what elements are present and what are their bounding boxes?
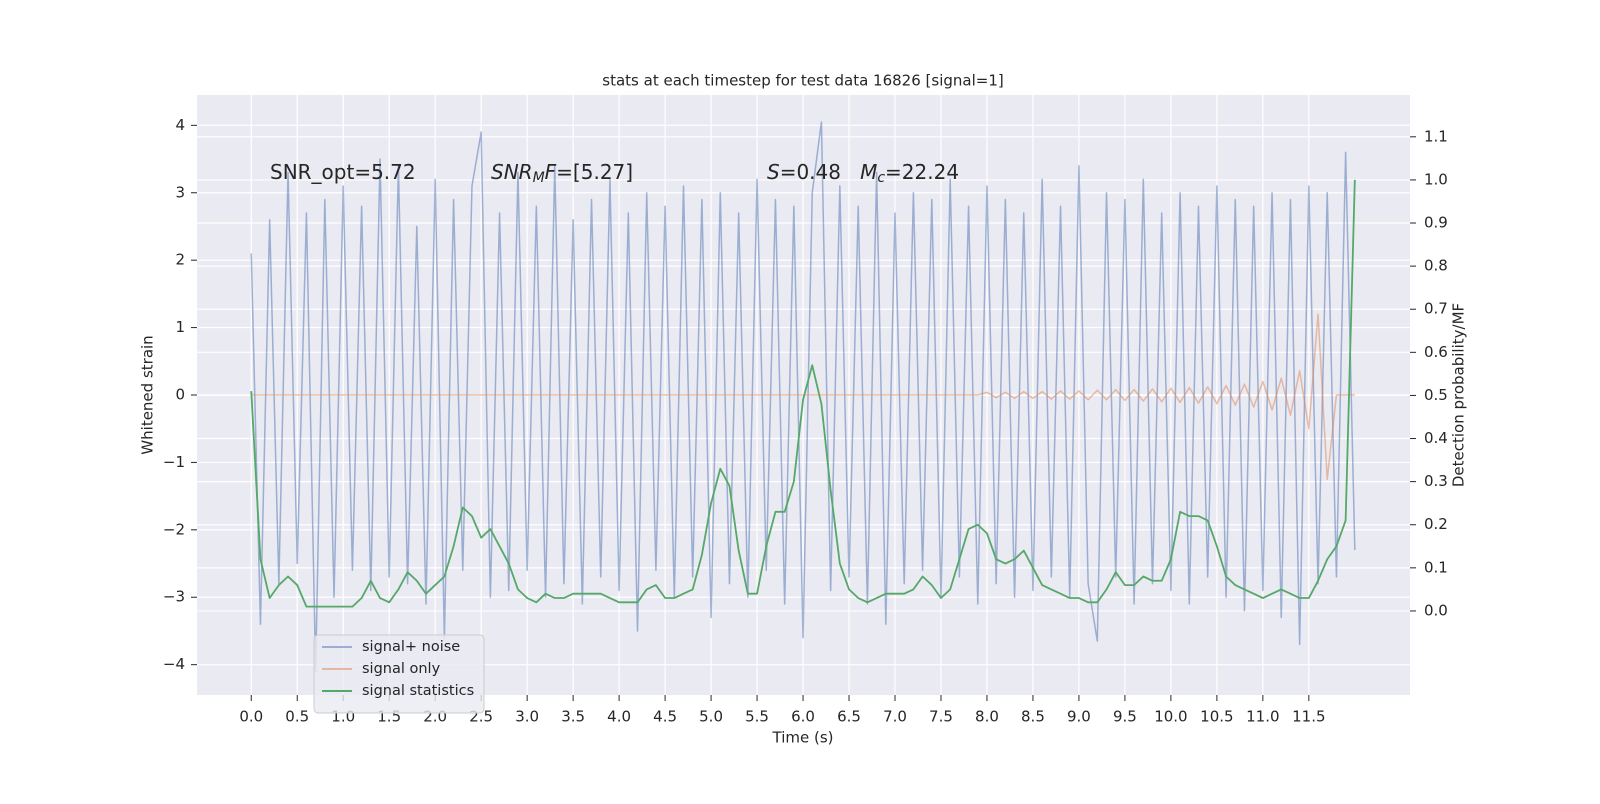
- x-tick-label: 9.5: [1113, 708, 1137, 726]
- x-axis-label: Time (s): [772, 729, 834, 747]
- y2-tick-label: 0.6: [1424, 343, 1448, 361]
- y2-tick-label: 0.9: [1424, 214, 1448, 232]
- series-line: [250, 121, 1356, 673]
- annotation: SNR_opt=5.72: [270, 160, 416, 184]
- x-tick-label: 7.0: [883, 708, 907, 726]
- x-tick-label: 4.5: [653, 708, 677, 726]
- x-tick-label: 10.0: [1154, 708, 1187, 726]
- annotation-part: M: [533, 170, 545, 186]
- annotation-part: S: [767, 160, 780, 184]
- y-tick-label: −3: [163, 588, 185, 606]
- annotation-part: SNR: [491, 160, 533, 184]
- y2-tick-label: 0.5: [1424, 386, 1448, 404]
- series-line: [251, 313, 1355, 481]
- lines: [250, 121, 1356, 673]
- y2-tick-label: 0.0: [1424, 601, 1448, 619]
- y-axis-label: Whitened strain: [139, 335, 157, 454]
- x-tick-label: 3.5: [561, 708, 585, 726]
- y-tick-label: 3: [175, 183, 185, 201]
- annotation-part: c: [877, 170, 885, 186]
- y2-tick-label: 0.2: [1424, 515, 1448, 533]
- x-tick-label: 0.5: [285, 708, 309, 726]
- y-tick-label: 2: [175, 251, 185, 269]
- annotation-part: F: [545, 160, 557, 184]
- annotation-part: M: [860, 160, 877, 184]
- annotations: SNR_opt=5.72 SNRMF=[5.27] S=0.48 Mc=22.24: [270, 160, 959, 187]
- y-tick-label: −1: [163, 453, 185, 471]
- y2-tick-label: 0.7: [1424, 300, 1448, 318]
- x-tick-label: 11.5: [1292, 708, 1325, 726]
- x-tick-label: 4.0: [607, 708, 631, 726]
- y-tick-label: 4: [175, 116, 185, 134]
- x-tick-label: 11.0: [1246, 708, 1279, 726]
- annotation-part: SNR_opt=5.72: [270, 160, 416, 184]
- y-tick-label: −4: [163, 655, 185, 673]
- y-tick-label: 0: [175, 386, 185, 404]
- x-tick-label: 8.0: [975, 708, 999, 726]
- x-tick-label: 10.5: [1200, 708, 1233, 726]
- axes: 0.0 0.5 1.0 1.5 2.0 2.5 3.0 3.5 4.0 4.5 5.0 5.5 6.0 6…: [163, 116, 1448, 726]
- y2-tick-label: 0.8: [1424, 257, 1448, 275]
- x-tick-label: 6.0: [791, 708, 815, 726]
- y-tick-label: −2: [163, 520, 185, 538]
- annotation: SNRMF=[5.27]: [491, 160, 633, 187]
- y2-axis-label: Detection probability/MF: [1450, 303, 1468, 487]
- x-tick-label: 3.0: [515, 708, 539, 726]
- annotation-part: =[5.27]: [556, 160, 633, 184]
- y2-tick-label: 0.1: [1424, 558, 1448, 576]
- x-tick-label: 5.0: [699, 708, 723, 726]
- y2-tick-label: 1.0: [1424, 170, 1448, 188]
- annotation-part: =22.24: [885, 160, 959, 184]
- annotation-part: =0.48: [780, 160, 860, 184]
- series-line: [250, 179, 1356, 608]
- legend-label: signal statistics: [362, 683, 474, 699]
- legend-label: signal only: [362, 661, 441, 677]
- x-tick-label: 7.5: [929, 708, 953, 726]
- x-tick-label: 6.5: [837, 708, 861, 726]
- annotation: S=0.48 Mc=22.24: [767, 160, 959, 187]
- legend: signal+ noise signal only signal statistic…: [313, 634, 485, 714]
- legend-label: signal+ noise: [362, 639, 460, 655]
- x-tick-label: 5.5: [745, 708, 769, 726]
- legend-box: [313, 634, 485, 714]
- x-tick-label: 8.5: [1021, 708, 1045, 726]
- y-tick-label: 1: [175, 318, 185, 336]
- chart-title: stats at each timestep for test data 168…: [602, 72, 1003, 90]
- y2-tick-label: 1.1: [1424, 127, 1448, 145]
- x-tick-label: 9.0: [1067, 708, 1091, 726]
- y2-tick-label: 0.3: [1424, 472, 1448, 490]
- x-tick-label: 0.0: [239, 708, 263, 726]
- y2-tick-label: 0.4: [1424, 429, 1448, 447]
